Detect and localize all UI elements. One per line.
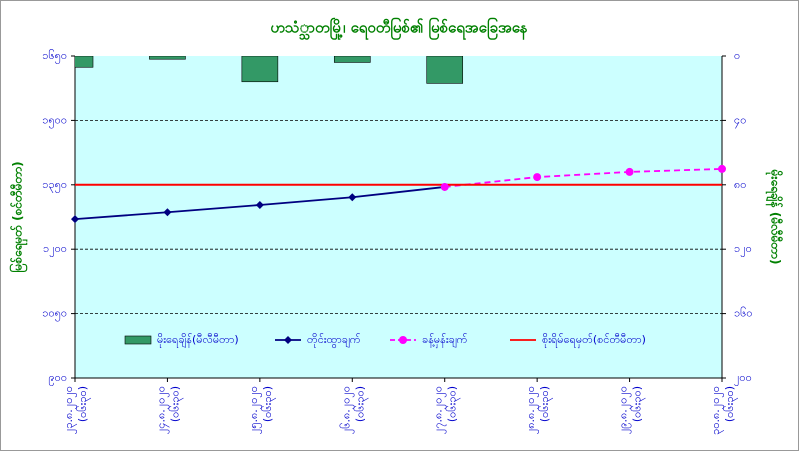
x-tick-label: ၂၈.၈.၂၀၂၀ [524, 386, 539, 434]
y-axis-label: မြစ်ရေမှတ် (စင်တီမီတာ) [8, 161, 29, 272]
x-tick-note: (၀၆း၃၀) [446, 386, 461, 422]
marker [718, 164, 726, 173]
y-tick-label: ၁၀၅၀ [42, 307, 67, 322]
y2-tick-label: ၁၂၀ [734, 242, 752, 257]
y-tick-label: ၁၅၀၀ [42, 113, 67, 128]
legend-label: စိုးရိမ်ရေမှတ်(စင်တီမီတာ) [542, 333, 646, 348]
x-tick-label: ၂၇.၈.၂၀၂၀ [432, 386, 447, 434]
x-tick-label: ၂၉.၈.၂၀၂၀ [617, 386, 632, 434]
legend-marker [399, 336, 407, 344]
x-tick-note: (၀၆း၃၀) [261, 386, 276, 422]
bar [75, 56, 94, 68]
y-tick-label: ၁၃၅၀ [42, 178, 67, 193]
plot-area [75, 56, 722, 378]
x-tick-label: ၂၃.၈.၂၀၂၀ [62, 386, 77, 434]
y2-tick-label: ၂၀၀ [734, 371, 752, 386]
marker [533, 173, 542, 182]
x-tick-note: (၀၆း၃၀) [723, 386, 738, 422]
x-tick-label: ၂၄.၈.၂၀၂၀ [154, 386, 169, 434]
y2-tick-label: ၈၀ [734, 178, 746, 191]
y2-tick-label: ၀ [734, 49, 740, 62]
x-tick-note: (၀၆း၃၀) [631, 386, 646, 422]
x-tick-label: ၂၅.၈.၂၀၂၀ [247, 386, 262, 434]
bar [333, 56, 371, 63]
x-tick-note: (၀၆း၃၀) [76, 386, 91, 422]
y2-axis-label: မိုးရေချိန် (မီလီမီတာ) [765, 169, 785, 265]
x-tick-note: (၀၆း၃၀) [168, 386, 183, 422]
bar [241, 56, 279, 83]
marker [625, 167, 634, 176]
y-tick-label: ၁၂၀၀ [43, 242, 67, 257]
x-tick-label: ၂၆.၈.၂၀၂၀ [339, 386, 354, 434]
legend-label: ခန့်မှန်းချက် [422, 333, 468, 348]
marker [163, 208, 172, 217]
x-tick-note: (၀၆း၃၀) [353, 386, 368, 422]
y2-tick-label: ၁၆၀ [734, 307, 753, 320]
legend-label: တိုင်းထွာချက် [307, 333, 361, 348]
legend-marker [284, 336, 292, 344]
y-tick-label: ၁၆၅၀ [42, 49, 67, 64]
legend-swatch [124, 335, 152, 345]
legend-label: မိုးရေချိန်(မီလီမီတာ) [157, 333, 239, 348]
marker [71, 215, 79, 224]
bar [149, 56, 186, 60]
marker [348, 193, 357, 202]
x-tick-note: (၀၆း၃၀) [538, 386, 553, 422]
bar [426, 56, 464, 84]
line [444, 168, 722, 188]
y2-tick-label: ၄၀ [734, 113, 746, 128]
y-tick-label: ၉၀၀ [48, 371, 67, 386]
marker [255, 200, 264, 209]
marker [440, 182, 449, 191]
x-tick-label: ၃၀.၈.၂၀၂၀ [709, 386, 724, 435]
